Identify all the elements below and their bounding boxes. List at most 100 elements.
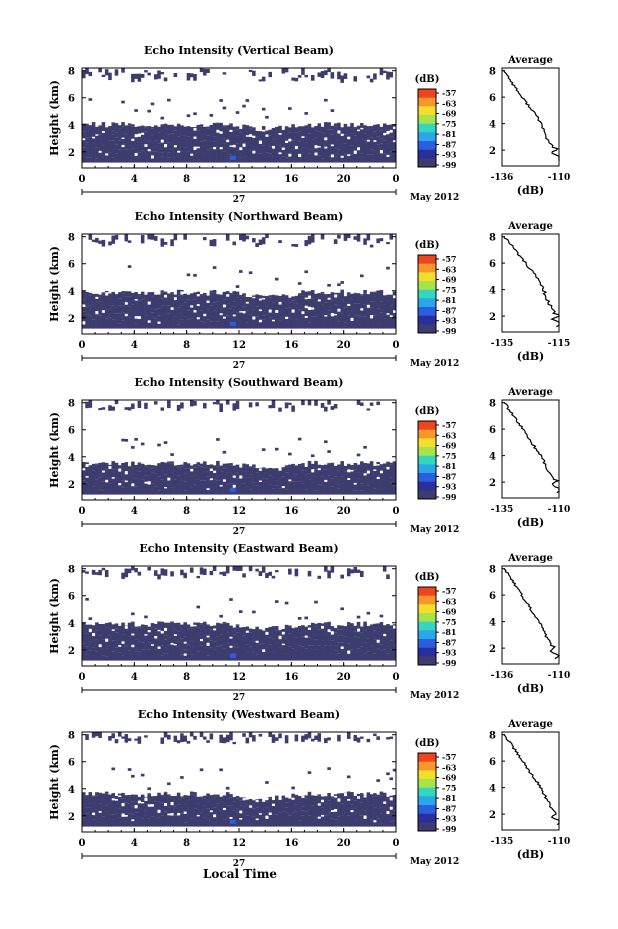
echo-cell [301, 400, 305, 406]
colorbar-swatch [418, 753, 436, 763]
echo-cell [337, 71, 341, 80]
echo-cell [108, 483, 112, 495]
echo-cell [167, 157, 171, 163]
echo-cell [271, 488, 276, 495]
echo-cell [144, 815, 148, 827]
echo-cell [288, 633, 292, 647]
echo-cell [330, 654, 335, 661]
echo-cell [144, 810, 148, 816]
echo-cell [160, 802, 165, 816]
echo-cell [186, 740, 191, 744]
echo-cell [229, 598, 233, 601]
echo-cell [88, 400, 93, 408]
echo-cell [160, 621, 165, 631]
echo-cell [160, 737, 165, 744]
echo-cell [153, 74, 158, 80]
echo-cell [206, 295, 210, 301]
echo-cell [186, 795, 191, 802]
echo-cell [98, 489, 102, 495]
echo-cell [281, 134, 286, 148]
echo-cell [114, 623, 119, 629]
echo-cell [297, 282, 302, 285]
echo-cell [261, 643, 266, 650]
echo-cell [248, 304, 253, 315]
colorbar-tick-label: -93 [442, 482, 457, 492]
echo-cell [255, 799, 259, 801]
echo-cell [330, 72, 335, 79]
echo-cell [173, 815, 178, 827]
echo-cell [163, 241, 168, 245]
colorbar-swatch [418, 272, 436, 282]
profile-y-tick-label: 4 [489, 452, 496, 463]
echo-cell [196, 319, 201, 329]
echo-cell [386, 574, 390, 580]
echo-cell [101, 292, 106, 296]
echo-cell [140, 442, 145, 446]
colorbar-swatch [418, 630, 436, 640]
echo-cell [203, 568, 207, 576]
echo-cell [127, 485, 132, 495]
echo-cell [242, 293, 246, 297]
echo-cell [258, 733, 263, 737]
echo-cell [157, 152, 161, 163]
echo-cell [150, 296, 155, 313]
profile-frame [501, 731, 560, 831]
echo-cell [330, 299, 335, 314]
echo-cell [392, 624, 397, 626]
echo-cell [108, 814, 112, 827]
echo-cell [324, 738, 328, 744]
echo-cell [232, 147, 237, 163]
echo-cell [366, 126, 371, 130]
echo-cell [350, 569, 354, 574]
echo-cell [85, 142, 89, 158]
echo-cell [127, 466, 132, 471]
echo-cell [222, 737, 227, 744]
colorbar-tick-label: -87 [442, 139, 456, 149]
echo-cell [363, 316, 367, 329]
echo-cell [389, 640, 394, 650]
echo-cell [170, 319, 174, 329]
echo-cell [389, 141, 394, 152]
echo-cell [199, 567, 204, 575]
profile-y-tick-label: 2 [489, 810, 496, 821]
profile-y-tick-label: 6 [489, 757, 496, 768]
profile-frame [501, 67, 560, 167]
echo-cell [104, 648, 109, 657]
echo-cell [144, 796, 148, 798]
echo-cell [350, 145, 354, 155]
echo-cell [278, 304, 282, 321]
echo-cell [278, 733, 282, 739]
echo-cell [324, 566, 328, 572]
echo-cell [157, 574, 161, 580]
colorbar-tick-label: -87 [442, 803, 456, 813]
colorbar-swatch [418, 481, 436, 491]
echo-cell [337, 292, 341, 295]
echo-cell [82, 123, 86, 132]
echo-cell [229, 805, 233, 818]
profile-x-label: (dB) [517, 516, 544, 529]
echo-cell [324, 140, 328, 147]
echo-cell [160, 470, 165, 480]
x-tick-label: 12 [232, 672, 246, 683]
echo-cell [189, 567, 194, 573]
echo-cell [212, 149, 217, 163]
echo-cell [301, 126, 305, 137]
echo-cell [245, 477, 250, 487]
echo-cell [386, 134, 390, 144]
echo-cell [144, 483, 148, 495]
echo-cell [189, 807, 194, 819]
echo-cell [88, 149, 93, 158]
echo-cell [160, 461, 165, 471]
echo-cell [327, 144, 331, 157]
echo-cell [131, 304, 135, 313]
echo-cell [199, 150, 204, 163]
echo-cell [353, 651, 358, 661]
echo-cell [153, 140, 158, 152]
echo-cell [291, 786, 295, 790]
colorbar-frame [417, 254, 437, 334]
echo-cell [127, 125, 132, 138]
echo-cell [180, 466, 184, 481]
echo-cell [242, 104, 246, 108]
x-tick-label: 0 [393, 672, 400, 683]
y-tick-label: 8 [68, 399, 75, 410]
